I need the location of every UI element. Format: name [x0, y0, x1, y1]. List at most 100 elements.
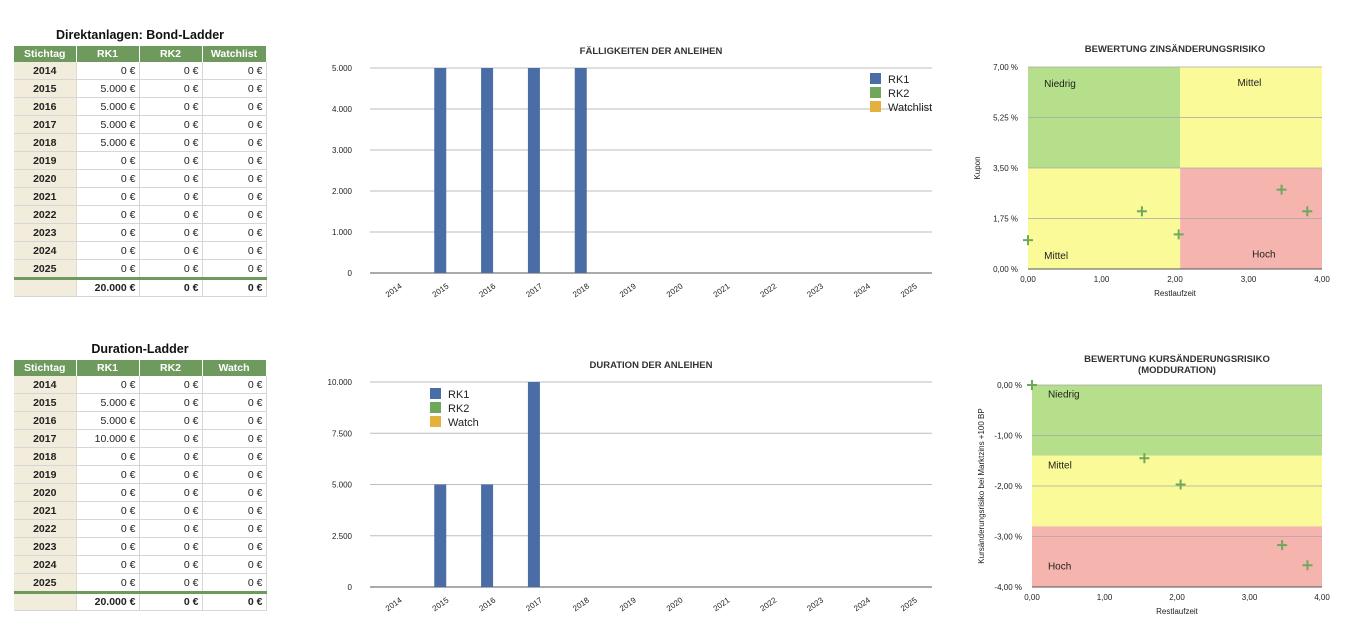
y-tick-label: 2.000	[332, 187, 353, 196]
x-tick-label: 0,00	[1020, 275, 1036, 284]
column-header: Stichtag	[14, 360, 77, 376]
zone-label: Hoch	[1048, 561, 1071, 572]
legend-swatch	[430, 416, 441, 427]
x-tick-label: 2023	[805, 281, 825, 299]
legend-label: RK2	[888, 88, 909, 100]
value-cell: 0 €	[139, 573, 203, 593]
x-tick-label: 2019	[618, 595, 638, 613]
year-cell: 2017	[14, 429, 77, 448]
year-cell	[14, 277, 77, 297]
data-point	[1175, 479, 1186, 490]
data-point	[1302, 206, 1313, 217]
year-cell: 2015	[14, 393, 77, 412]
chart-title: BEWERTUNG ZINSÄNDERUNGSRISIKO	[1085, 44, 1266, 55]
y-tick-label: 7.500	[332, 429, 353, 438]
value-cell: 0 €	[202, 133, 267, 152]
legend-swatch	[430, 402, 441, 413]
column-header: RK1	[76, 360, 140, 376]
table-row: 2022 0 €0 €0 €	[14, 205, 267, 224]
year-cell: 2022	[14, 519, 77, 538]
price-risk-scatter: BEWERTUNG KURSÄNDERUNGSRISIKO(MODDURATIO…	[977, 354, 1330, 616]
legend-label: RK2	[448, 403, 469, 415]
column-header: Watchlist	[202, 46, 267, 62]
year-cell: 2025	[14, 259, 77, 279]
value-cell: 0 €	[76, 187, 140, 206]
y-tick-label: -2,00 %	[994, 482, 1022, 491]
y-tick-label: 1.000	[332, 228, 353, 237]
table-row: 2025 0 €0 €0 €	[14, 573, 267, 593]
y-tick-label: 3.000	[332, 146, 353, 155]
maturities-bar-chart: FÄLLIGKEITEN DER ANLEIHEN 0 1.000 2.000 3.00…	[332, 46, 932, 299]
value-cell: 0 €	[202, 465, 267, 484]
value-cell: 5.000 €	[76, 411, 140, 430]
x-tick-label: 2,00	[1169, 593, 1185, 602]
table-row: 2024 0 €0 €0 €	[14, 241, 267, 260]
year-cell: 2022	[14, 205, 77, 224]
risk-zone-green	[1032, 385, 1322, 456]
year-cell: 2018	[14, 447, 77, 466]
column-header: Watch	[202, 360, 267, 376]
x-tick-label: 3,00	[1241, 275, 1257, 284]
table-row: 2024 0 €0 €0 €	[14, 555, 267, 574]
y-tick-label: 0,00 %	[997, 381, 1022, 390]
x-tick-label: 2017	[524, 595, 544, 613]
total-row: 20.000 €0 €0 €	[14, 591, 267, 611]
table-row: 2020 0 €0 €0 €	[14, 169, 267, 188]
value-cell: 0 €	[76, 223, 140, 242]
duration-ladder-table: Stichtag RK1 RK2 Watch 2014 0 €0 €0 €2015 5.0…	[14, 360, 267, 611]
value-cell: 0 €	[139, 447, 203, 466]
value-cell: 5.000 €	[76, 97, 140, 116]
value-cell: 0 €	[202, 97, 267, 116]
year-cell: 2015	[14, 79, 77, 98]
table-row: 2014 0 €0 €0 €	[14, 376, 267, 394]
legend-swatch	[870, 73, 881, 84]
x-tick-label: 2021	[712, 281, 732, 299]
value-cell: 0 €	[139, 169, 203, 188]
value-cell: 0 €	[76, 519, 140, 538]
value-cell: 0 €	[76, 447, 140, 466]
data-point	[1027, 380, 1037, 390]
x-tick-label: 2021	[712, 595, 732, 613]
y-tick-label: 3,50 %	[993, 164, 1018, 173]
value-cell: 0 €	[139, 241, 203, 260]
value-cell: 10.000 €	[76, 429, 140, 448]
table-row: 2014 0 €0 €0 €	[14, 62, 267, 80]
value-cell: 5.000 €	[76, 133, 140, 152]
table2-title: Duration-Ladder	[91, 342, 189, 356]
value-cell: 0 €	[139, 393, 203, 412]
data-point	[1277, 540, 1288, 551]
x-tick-label: 2022	[758, 281, 778, 299]
value-cell: 0 €	[139, 277, 203, 297]
value-cell: 0 €	[202, 241, 267, 260]
value-cell: 0 €	[202, 519, 267, 538]
value-cell: 20.000 €	[76, 277, 140, 297]
zone-label: Mittel	[1048, 460, 1072, 471]
x-tick-label: 2024	[852, 281, 872, 299]
value-cell: 0 €	[76, 241, 140, 260]
value-cell: 0 €	[202, 501, 267, 520]
x-tick-label: 1,00	[1097, 593, 1113, 602]
value-cell: 0 €	[139, 591, 203, 611]
year-cell: 2016	[14, 411, 77, 430]
value-cell: 0 €	[202, 447, 267, 466]
y-tick-label: 5,25 %	[993, 114, 1018, 123]
value-cell: 0 €	[139, 62, 203, 80]
value-cell: 0 €	[202, 187, 267, 206]
chart-title: BEWERTUNG KURSÄNDERUNGSRISIKO	[1084, 354, 1270, 365]
y-tick-label: 4.000	[332, 105, 353, 114]
x-tick-label: 2017	[524, 281, 544, 299]
legend-swatch	[870, 87, 881, 98]
year-cell: 2024	[14, 241, 77, 260]
chart-subtitle: (MODDURATION)	[1138, 365, 1216, 376]
data-point	[1023, 235, 1033, 246]
value-cell: 5.000 €	[76, 79, 140, 98]
table-header-row: Stichtag RK1 RK2 Watchlist	[14, 46, 267, 62]
bar-rk1	[434, 68, 447, 273]
y-tick-label: -1,00 %	[994, 432, 1022, 441]
y-tick-label: 5.000	[332, 481, 353, 490]
value-cell: 0 €	[76, 537, 140, 556]
x-tick-label: 2025	[899, 595, 919, 613]
year-cell: 2019	[14, 151, 77, 170]
x-tick-label: 3,00	[1242, 593, 1258, 602]
table-row: 2017 10.000 €0 €0 €	[14, 429, 267, 448]
